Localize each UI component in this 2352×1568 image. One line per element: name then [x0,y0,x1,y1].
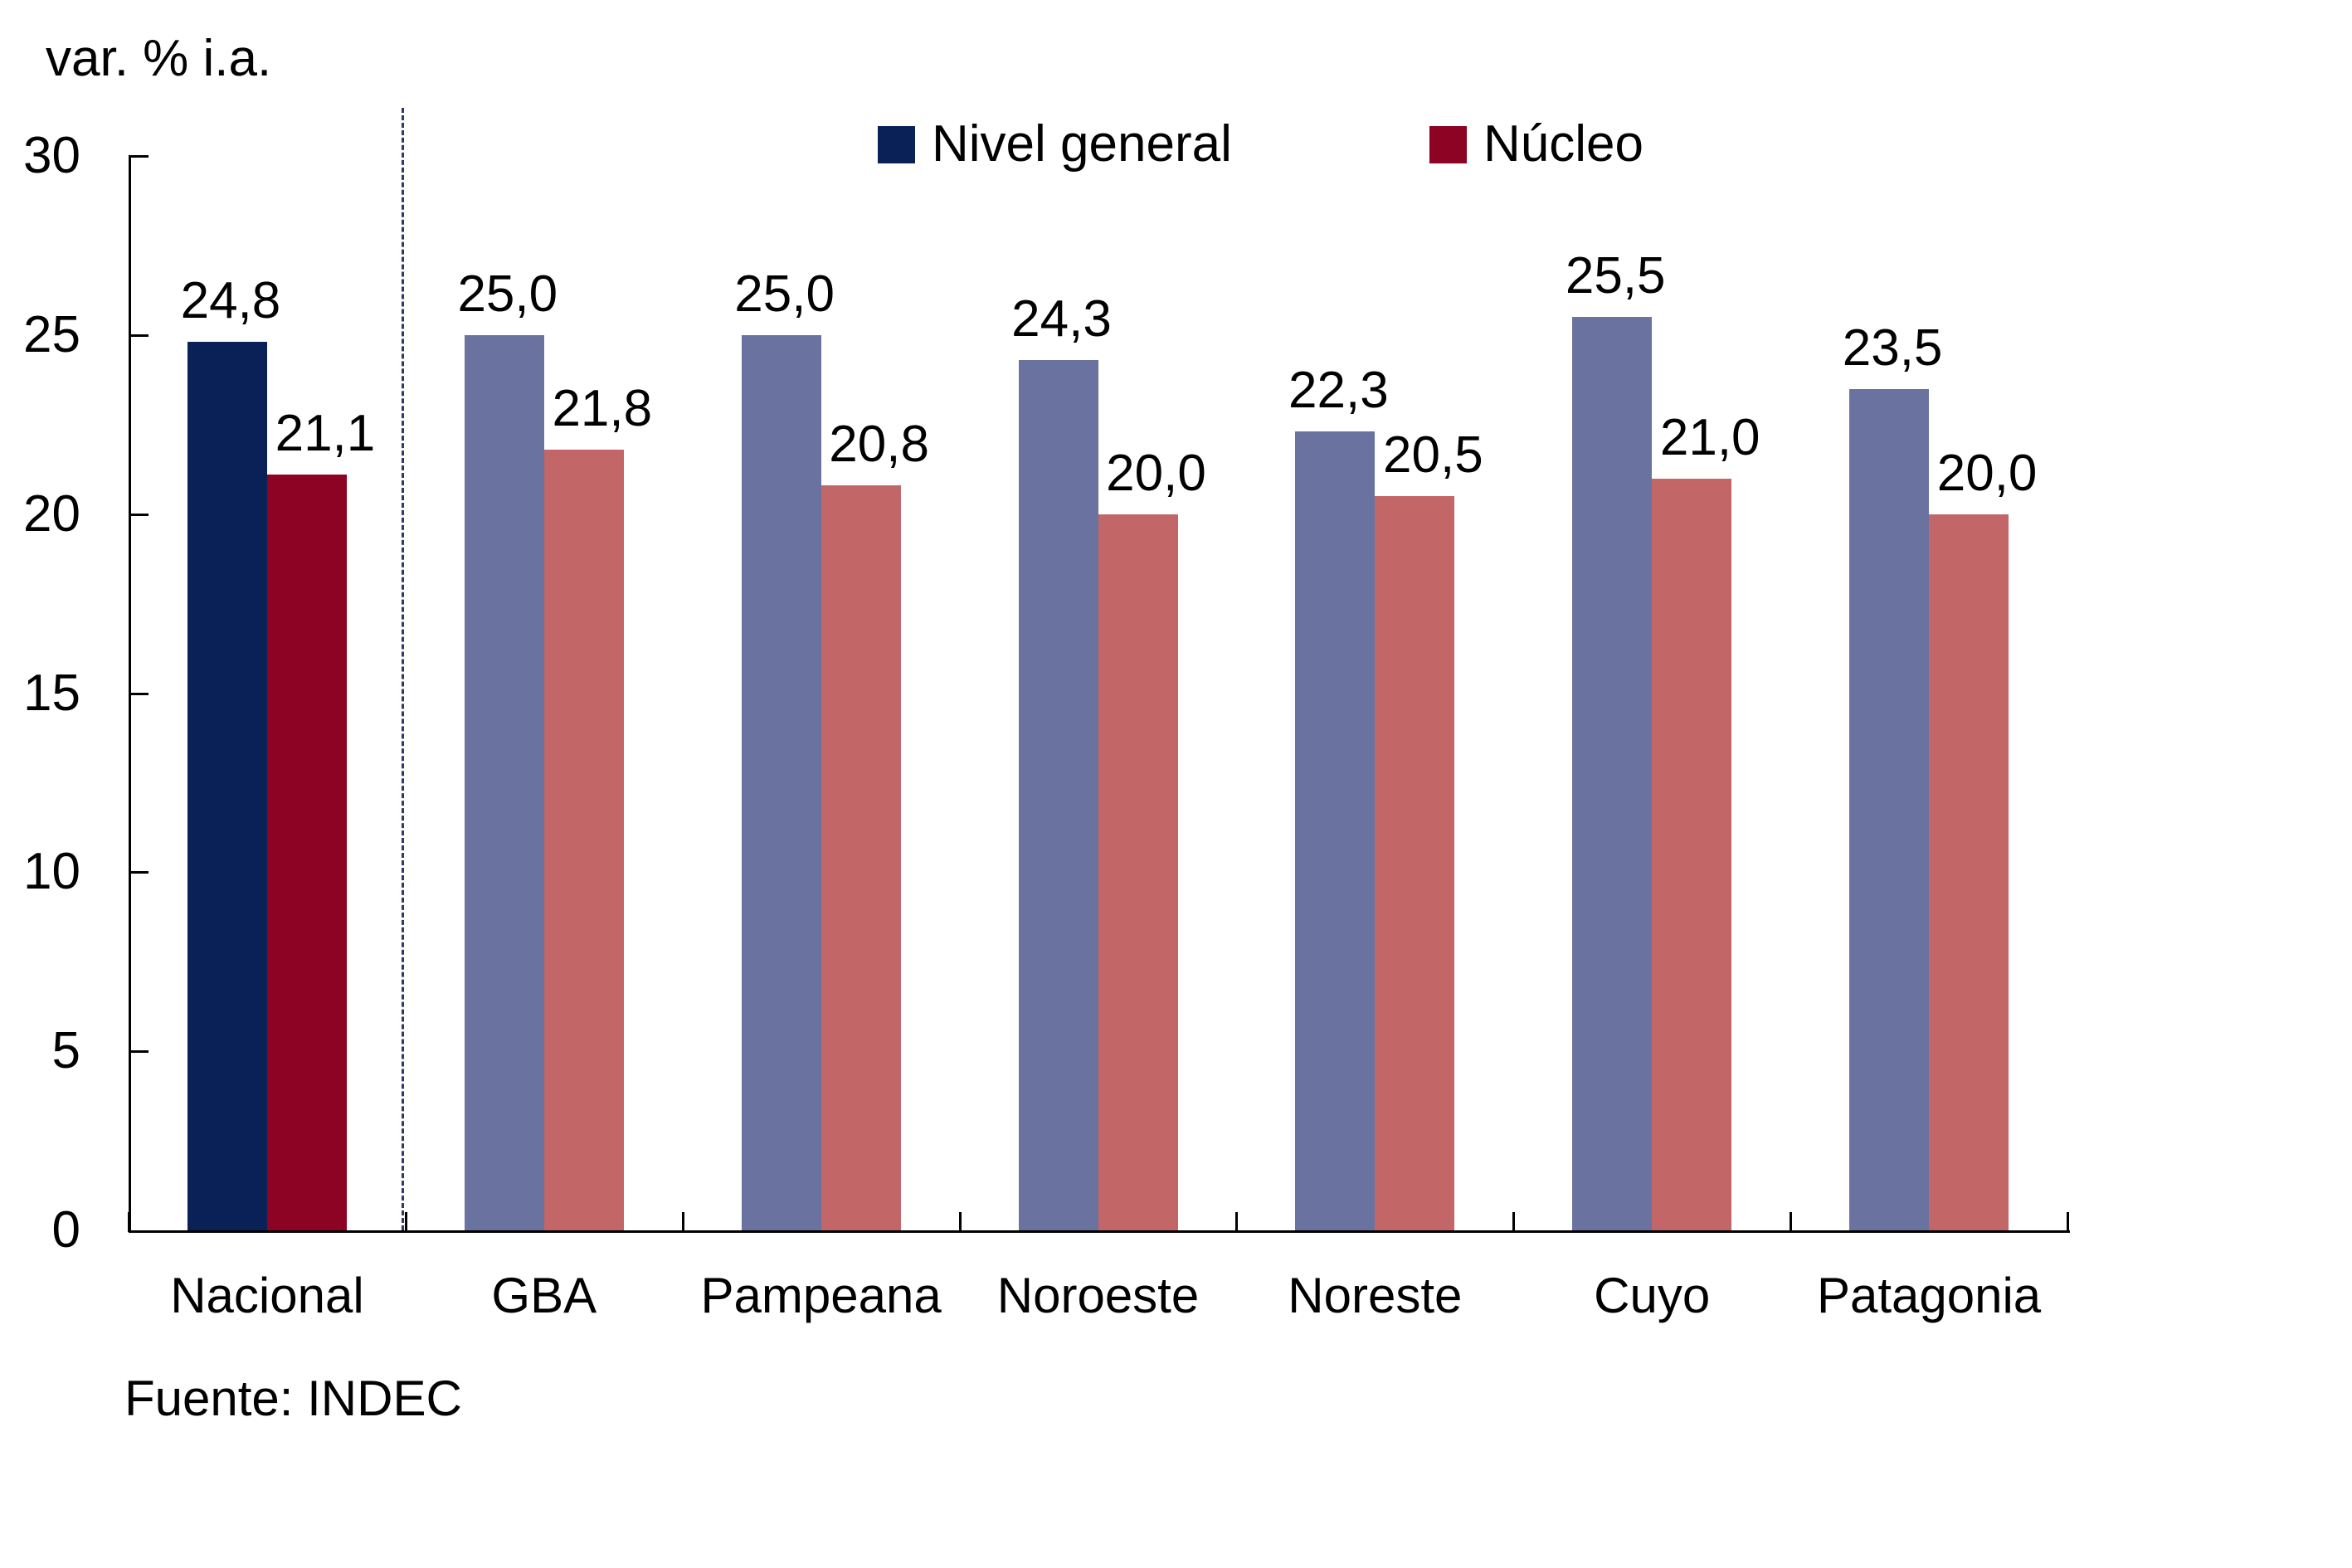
value-label-nivel-general-gba: 25,0 [457,265,558,323]
x-axis-label-pampeana: Pampeana [700,1268,942,1323]
bar-nivel-general-nacional [187,342,267,1230]
value-label-nivel-general-noroeste: 24,3 [1011,290,1112,348]
x-axis-label-noroeste: Noroeste [996,1268,1200,1323]
bar-nivel-general-gba [464,334,544,1230]
bar-nucleo-gba [543,449,624,1230]
bar-nucleo-cuyo [1652,478,1732,1230]
value-label-nivel-general-cuyo: 25,5 [1565,247,1666,305]
source-note: Fuente: INDEC [124,1371,462,1426]
x-tick-3 [958,1212,962,1232]
y-axis-unit-label: var. % i.a. [46,30,272,87]
value-label-nivel-general-noreste: 22,3 [1288,362,1389,420]
x-tick-1 [404,1212,407,1232]
bar-nucleo-noroeste [1098,514,1178,1230]
bar-nivel-general-cuyo [1572,317,1653,1230]
bar-nivel-general-pampeana [741,334,821,1230]
value-label-nivel-general-patagonia: 23,5 [1842,319,1943,377]
y-tick-30 [129,155,149,158]
x-tick-5 [1512,1212,1516,1232]
y-tick-label-0: 0 [51,1201,80,1259]
y-tick-label-30: 30 [23,127,80,184]
y-tick-20 [129,513,149,516]
x-tick-6 [1790,1212,1793,1232]
bar-nucleo-nacional [266,475,347,1230]
value-label-nucleo-cuyo: 21,0 [1659,408,1760,466]
bar-nucleo-noreste [1375,496,1455,1230]
x-tick-2 [681,1212,684,1232]
legend-item-nucleo: Núcleo [1429,119,1643,170]
x-axis-label-cuyo: Cuyo [1594,1268,1711,1323]
value-label-nucleo-noreste: 20,5 [1383,426,1483,485]
x-tick-0 [128,1212,130,1232]
value-label-nivel-general-pampeana: 25,0 [734,265,835,323]
y-tick-10 [129,871,149,874]
value-label-nivel-general-nacional: 24,8 [180,272,281,330]
y-tick-25 [129,334,149,337]
bar-nucleo-patagonia [1929,514,2009,1230]
bar-nucleo-pampeana [821,485,901,1230]
y-tick-label-10: 10 [23,843,80,901]
y-tick-15 [129,692,149,695]
y-tick-label-20: 20 [23,485,80,543]
value-label-nucleo-patagonia: 20,0 [1936,444,2038,502]
legend-swatch-nucleo-icon [1429,125,1467,163]
value-label-nucleo-gba: 21,8 [552,379,653,437]
y-tick-label-15: 15 [23,664,80,722]
x-axis-label-noreste: Noreste [1288,1268,1463,1323]
x-tick-7 [2067,1212,2069,1232]
x-tick-4 [1235,1212,1239,1232]
bar-nivel-general-patagonia [1849,388,1930,1230]
value-label-nucleo-nacional: 21,1 [275,405,376,463]
bar-nivel-general-noreste [1295,431,1376,1230]
national-regional-separator-line [401,108,404,1230]
x-axis-label-patagonia: Patagonia [1816,1268,2042,1323]
x-axis-label-gba: GBA [491,1268,597,1323]
legend-swatch-nivel-general-icon [878,125,915,163]
legend-label-nucleo: Núcleo [1483,115,1643,173]
value-label-nucleo-pampeana: 20,8 [829,416,929,474]
x-axis-line [129,1230,2070,1233]
y-tick-label-5: 5 [51,1022,80,1080]
legend-item-nivel-general: Nivel general [878,119,1232,170]
value-label-nucleo-noroeste: 20,0 [1106,444,1206,502]
y-tick-label-25: 25 [23,305,80,363]
bar-nivel-general-noroeste [1018,360,1098,1230]
legend-label-nivel-general: Nivel general [932,115,1232,173]
y-tick-5 [129,1050,149,1054]
x-axis-label-nacional: Nacional [170,1268,364,1323]
